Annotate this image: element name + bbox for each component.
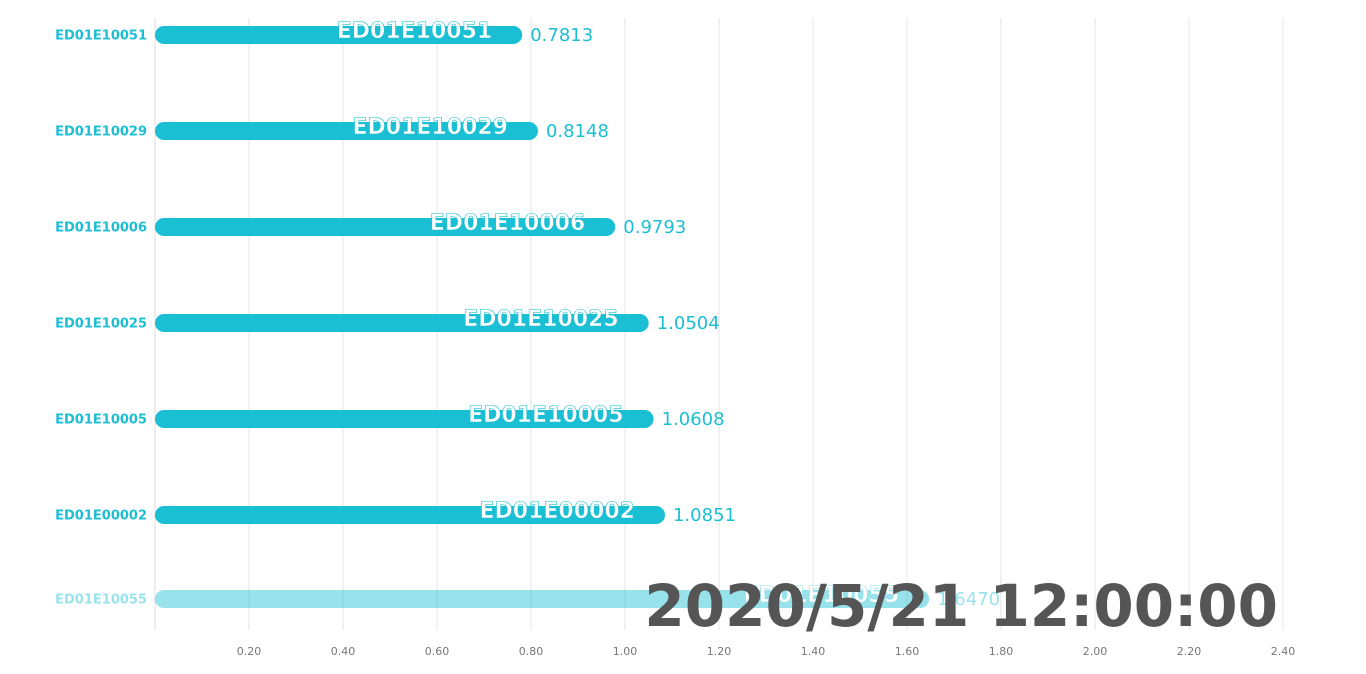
x-tick-label: 2.00 (1083, 645, 1108, 658)
x-tick-label: 1.20 (707, 645, 732, 658)
x-tick-label: 1.40 (801, 645, 826, 658)
bar (155, 314, 649, 332)
value-label: 1.0504 (657, 313, 720, 334)
x-tick-label: 0.60 (425, 645, 450, 658)
date-label: 2020/5/21 12:00:00 (644, 572, 1278, 640)
x-tick-label: 2.40 (1271, 645, 1296, 658)
bar-row: ED01E10025 ED01E10025 1.0504 (55, 307, 720, 334)
bar (155, 218, 616, 236)
category-label: ED01E10006 (55, 221, 147, 236)
x-tick-label: 0.20 (237, 645, 262, 658)
bar-name-label: ED01E10051 (337, 19, 492, 44)
x-tick-label: 2.20 (1177, 645, 1202, 658)
bar-name-label: ED01E10029 (352, 115, 507, 140)
value-label: 0.7813 (530, 25, 593, 46)
category-label: ED01E00002 (55, 509, 147, 524)
bar-name-label: ED01E10055 (744, 583, 899, 608)
bar (155, 590, 930, 608)
bar-row: ED01E10005 ED01E10005 1.0608 (55, 403, 724, 430)
bar-row: ED01E10055 ED01E10055 1.6470 (55, 583, 1000, 610)
x-tick-label: 0.40 (331, 645, 356, 658)
bar-name-label: ED01E00002 (480, 499, 635, 524)
bar-row: ED01E10051 ED01E10051 0.7813 (55, 19, 593, 46)
category-label: ED01E10055 (55, 593, 147, 608)
bar (155, 122, 538, 140)
bar (155, 410, 654, 428)
bar-row: ED01E10006 ED01E10006 0.9793 (55, 211, 686, 238)
x-tick-label: 1.00 (613, 645, 638, 658)
x-tick-label: 0.80 (519, 645, 544, 658)
value-label: 0.9793 (623, 217, 686, 238)
value-label: 1.0851 (673, 505, 736, 526)
value-label: 0.8148 (546, 121, 609, 142)
category-label: ED01E10051 (55, 29, 147, 44)
value-label: 1.6470 (937, 589, 1000, 610)
x-tick-label: 1.80 (989, 645, 1014, 658)
category-label: ED01E10029 (55, 125, 147, 140)
value-label: 1.0608 (662, 409, 725, 430)
bar-name-label: ED01E10005 (468, 403, 623, 428)
bar-row: ED01E10029 ED01E10029 0.8148 (55, 115, 609, 142)
bar-row: ED01E00002 ED01E00002 1.0851 (55, 499, 736, 526)
category-label: ED01E10025 (55, 317, 147, 332)
bar-name-label: ED01E10025 (463, 307, 618, 332)
x-tick-label: 1.60 (895, 645, 920, 658)
category-label: ED01E10005 (55, 413, 147, 428)
bar-name-label: ED01E10006 (430, 211, 585, 236)
bar (155, 26, 523, 44)
bar (155, 506, 665, 524)
